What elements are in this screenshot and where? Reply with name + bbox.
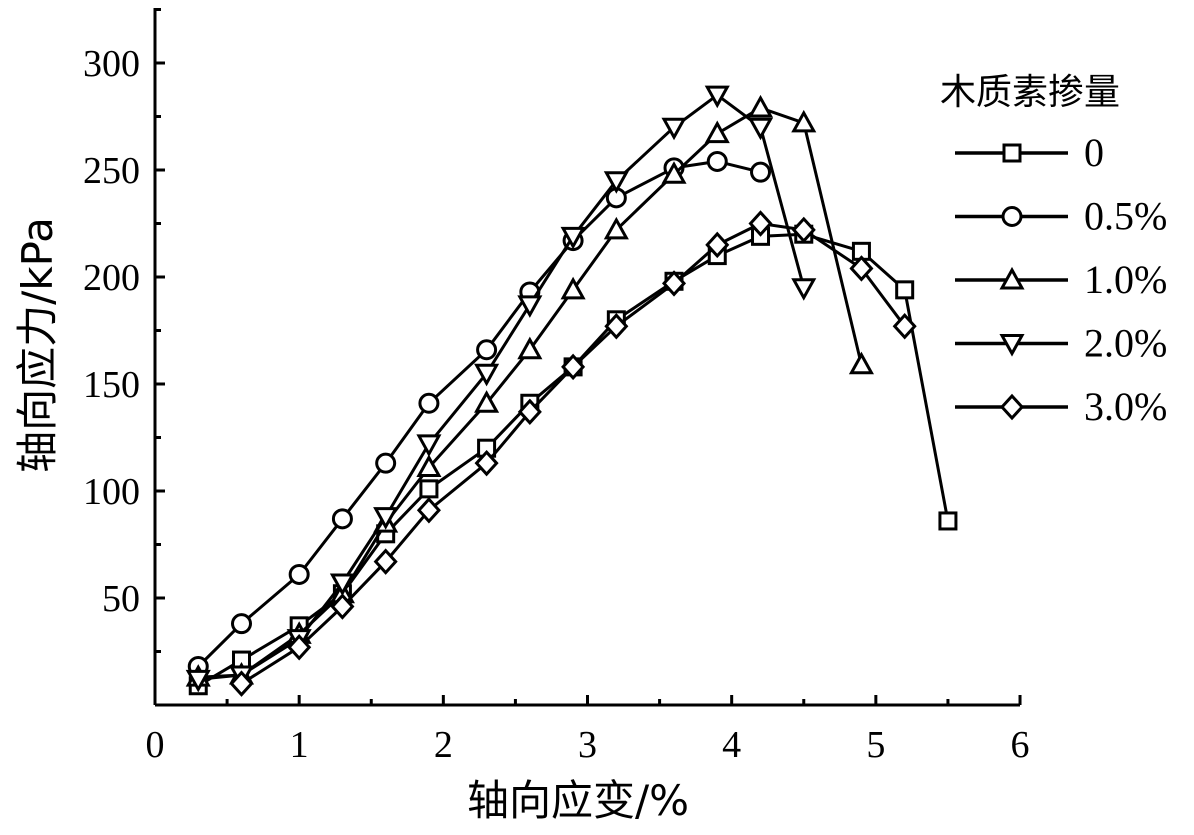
data-point	[704, 85, 730, 109]
data-point	[705, 231, 730, 259]
legend-label: 0	[1084, 130, 1104, 175]
data-point	[330, 593, 355, 620]
data-point	[517, 295, 543, 318]
y-tick-label: 150	[83, 364, 140, 406]
data-point	[895, 280, 915, 300]
x-tick-label: 2	[434, 724, 453, 766]
data-point	[791, 278, 817, 301]
legend-title: 木质素掺量	[940, 72, 1120, 113]
data-point	[185, 669, 211, 693]
axes	[153, 8, 1020, 707]
data-point	[791, 109, 817, 133]
data-point	[849, 255, 874, 282]
legend-item: 0	[955, 130, 1104, 175]
legend-item: 2.0%	[955, 321, 1167, 366]
data-point	[416, 497, 441, 524]
data-point	[704, 120, 730, 144]
data-point	[287, 633, 312, 661]
data-point	[517, 398, 542, 426]
data-point	[560, 226, 586, 250]
legend-label: 3.0%	[1084, 384, 1167, 429]
series-3	[185, 85, 817, 693]
data-point	[373, 548, 398, 575]
data-point	[560, 276, 586, 300]
legend-marker	[999, 266, 1025, 290]
data-point	[474, 363, 500, 387]
data-point	[750, 161, 772, 183]
data-point	[329, 573, 355, 597]
data-point	[938, 511, 958, 531]
data-point	[416, 434, 442, 458]
data-point	[892, 312, 917, 340]
legend-label: 1.0%	[1084, 257, 1167, 302]
legend-marker	[999, 334, 1025, 357]
x-tick-label: 1	[290, 724, 309, 766]
series-line	[198, 106, 863, 679]
x-tick-label: 6	[1011, 724, 1030, 766]
data-point	[747, 94, 774, 118]
data-point	[474, 390, 500, 413]
series-2	[185, 94, 874, 687]
data-point	[603, 171, 629, 194]
data-point	[848, 351, 874, 375]
x-axis-title: 轴向应变/%	[467, 776, 689, 825]
data-point	[603, 216, 629, 240]
data-point	[517, 336, 543, 360]
series-lines	[185, 85, 958, 697]
y-tick-label: 50	[102, 578, 140, 620]
data-point	[476, 339, 498, 361]
legend-item: 1.0%	[955, 257, 1167, 302]
legend-item: 3.0%	[955, 384, 1167, 429]
legend-label: 0.5%	[1084, 194, 1167, 239]
series-line	[197, 232, 950, 687]
data-point	[706, 150, 728, 172]
ticks: 0 1 2 3 4 5 6 50 100 150 200 250 300	[83, 8, 1030, 766]
data-point	[561, 353, 586, 381]
y-tick-label: 300	[83, 43, 140, 85]
data-point	[231, 613, 253, 635]
x-tick-label: 3	[578, 724, 597, 766]
data-point	[661, 270, 687, 297]
data-point	[288, 563, 310, 585]
data-point	[229, 670, 254, 697]
data-point	[747, 117, 774, 141]
series-line	[197, 159, 761, 668]
data-point	[373, 507, 399, 530]
legend-item: 0.5%	[955, 194, 1167, 239]
legend-marker	[999, 393, 1025, 421]
data-point	[331, 508, 353, 530]
x-tick-label: 5	[866, 724, 885, 766]
data-point	[474, 449, 499, 477]
data-point	[416, 454, 442, 477]
x-tick-label: 0	[146, 724, 165, 766]
legend-marker	[1002, 143, 1022, 163]
y-tick-label: 250	[83, 150, 140, 192]
legend: 木质素掺量 0 0.5% 1.0% 2.0% 3.0%	[940, 72, 1167, 429]
data-point	[661, 117, 687, 141]
data-point	[418, 392, 440, 414]
data-point	[604, 312, 629, 340]
series-1	[187, 150, 772, 677]
series-4	[229, 210, 917, 697]
y-axis-title: 轴向应力/kPa	[13, 217, 62, 473]
data-point	[419, 479, 439, 499]
y-tick-label: 200	[83, 257, 140, 299]
data-point	[748, 210, 773, 237]
data-point	[375, 452, 397, 474]
x-tick-label: 4	[722, 724, 741, 766]
data-point	[661, 161, 687, 184]
legend-marker	[1001, 206, 1023, 227]
data-point	[791, 216, 816, 244]
y-tick-label: 100	[83, 471, 140, 513]
legend-label: 2.0%	[1084, 321, 1167, 366]
